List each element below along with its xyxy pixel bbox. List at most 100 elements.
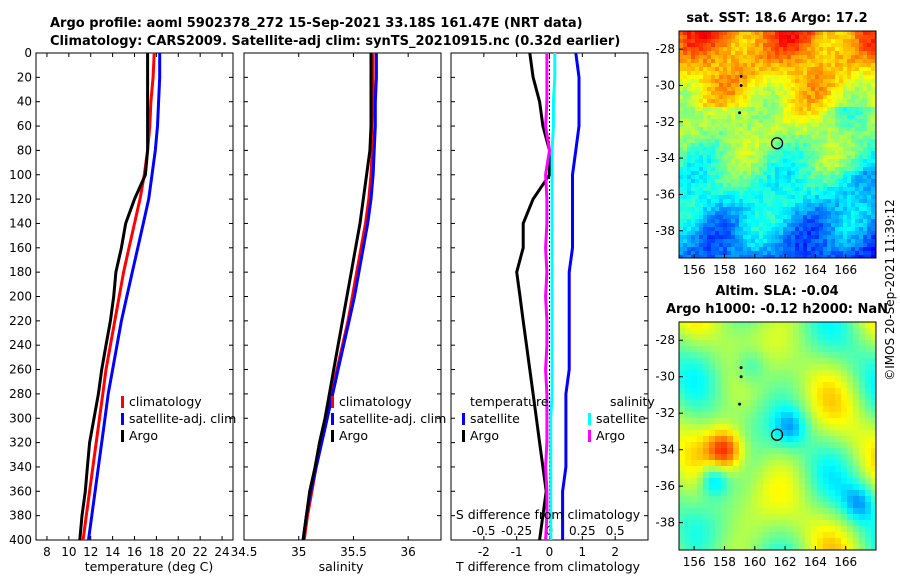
heatmap-cell xyxy=(799,247,804,252)
heatmap-cell xyxy=(829,334,836,341)
heatmap-cell xyxy=(751,490,758,497)
heatmap-cell xyxy=(775,376,782,383)
heatmap-cell xyxy=(807,247,812,252)
heatmap-cell xyxy=(835,514,842,521)
heatmap-cell xyxy=(747,123,752,128)
heatmap-cell xyxy=(723,231,728,236)
heatmap-cell xyxy=(747,179,752,184)
heatmap-cell xyxy=(841,526,848,533)
heatmap-cell xyxy=(791,55,796,60)
heatmap-cell xyxy=(699,39,704,44)
heatmap-cell xyxy=(763,418,770,425)
heatmap-cell xyxy=(839,51,844,56)
heatmap-cell xyxy=(751,123,756,128)
heatmap-cell xyxy=(799,484,806,491)
legend-label-climatology: climatology xyxy=(339,394,412,409)
heatmap-cell xyxy=(811,382,818,389)
heatmap-cell xyxy=(703,83,708,88)
heatmap-cell xyxy=(787,191,792,196)
heatmap-cell xyxy=(859,227,864,232)
heatmap-cell xyxy=(775,223,780,228)
heatmap-cell xyxy=(841,430,848,437)
heatmap-cell xyxy=(859,376,866,383)
heatmap-cell xyxy=(867,167,872,172)
heatmap-cell xyxy=(759,155,764,160)
heatmap-cell xyxy=(841,394,848,401)
heatmap-cell xyxy=(835,75,840,80)
heatmap-cell xyxy=(793,526,800,533)
heatmap-cell xyxy=(835,418,842,425)
heatmap-cell xyxy=(871,131,876,136)
heatmap-cell xyxy=(775,406,782,413)
heatmap-cell xyxy=(859,143,864,148)
heatmap-cell xyxy=(775,370,782,377)
heatmap-cell xyxy=(707,103,712,108)
heatmap-cell xyxy=(683,51,688,56)
heatmap-cell xyxy=(803,47,808,52)
heatmap-cell xyxy=(775,251,780,256)
heatmap-cell xyxy=(867,255,872,258)
heatmap-cell xyxy=(853,424,860,431)
heatmap-cell xyxy=(735,179,740,184)
heatmap-cell xyxy=(867,87,872,92)
heatmap-cell xyxy=(711,31,716,36)
heatmap-cell xyxy=(721,412,728,419)
heatmap-cell xyxy=(847,35,852,40)
heatmap-cell xyxy=(847,364,854,371)
heatmap-cell xyxy=(739,255,744,258)
y-tick-label: 0 xyxy=(24,46,32,60)
heatmap-cell xyxy=(679,143,684,148)
heatmap-cell xyxy=(683,147,688,152)
heatmap-cell xyxy=(715,460,722,467)
heatmap-cell xyxy=(819,179,824,184)
heatmap-cell xyxy=(727,199,732,204)
heatmap-cell xyxy=(719,91,724,96)
heatmap-cell xyxy=(723,147,728,152)
heatmap-cell xyxy=(859,247,864,252)
heatmap-cell xyxy=(739,107,744,112)
heatmap-cell xyxy=(829,394,836,401)
heatmap-cell xyxy=(723,71,728,76)
heatmap-cell xyxy=(751,251,756,256)
heatmap-cell xyxy=(841,496,848,503)
heatmap-cell xyxy=(751,478,758,485)
heatmap-cell xyxy=(763,334,770,341)
heatmap-cell xyxy=(871,51,876,56)
heatmap-cell xyxy=(855,171,860,176)
heatmap-cell xyxy=(871,35,876,40)
heatmap-cell xyxy=(711,191,716,196)
heatmap-cell xyxy=(699,43,704,48)
heatmap-cell xyxy=(719,43,724,48)
heatmap-cell xyxy=(871,143,876,148)
heatmap-cell xyxy=(699,255,704,258)
x-tick-label: 162 xyxy=(774,555,797,569)
heatmap-cell xyxy=(791,219,796,224)
heatmap-cell xyxy=(779,207,784,212)
heatmap-cell xyxy=(719,67,724,72)
heatmap-cell xyxy=(819,139,824,144)
heatmap-cell xyxy=(679,243,684,248)
heatmap-cell xyxy=(731,135,736,140)
heatmap-cell xyxy=(739,39,744,44)
heatmap-cell xyxy=(715,83,720,88)
argo-location-marker xyxy=(770,137,784,150)
heatmap-cell xyxy=(751,502,758,509)
heatmap-cell xyxy=(751,47,756,52)
heatmap-cell xyxy=(743,147,748,152)
heatmap-cell xyxy=(739,251,744,256)
heatmap-cell xyxy=(871,87,876,92)
heatmap-cell xyxy=(719,235,724,240)
heatmap-cell xyxy=(763,247,768,252)
heatmap-cell xyxy=(743,199,748,204)
heatmap-cell xyxy=(783,199,788,204)
heatmap-cell xyxy=(807,223,812,228)
heatmap-cell xyxy=(847,123,852,128)
heatmap-cell xyxy=(755,175,760,180)
heatmap-cell xyxy=(679,199,684,204)
heatmap-cell xyxy=(727,195,732,200)
heatmap-cell xyxy=(855,47,860,52)
heatmap-cell xyxy=(707,215,712,220)
heatmap-cell xyxy=(847,179,852,184)
heatmap-cell xyxy=(769,370,776,377)
heatmap-cell xyxy=(769,496,776,503)
